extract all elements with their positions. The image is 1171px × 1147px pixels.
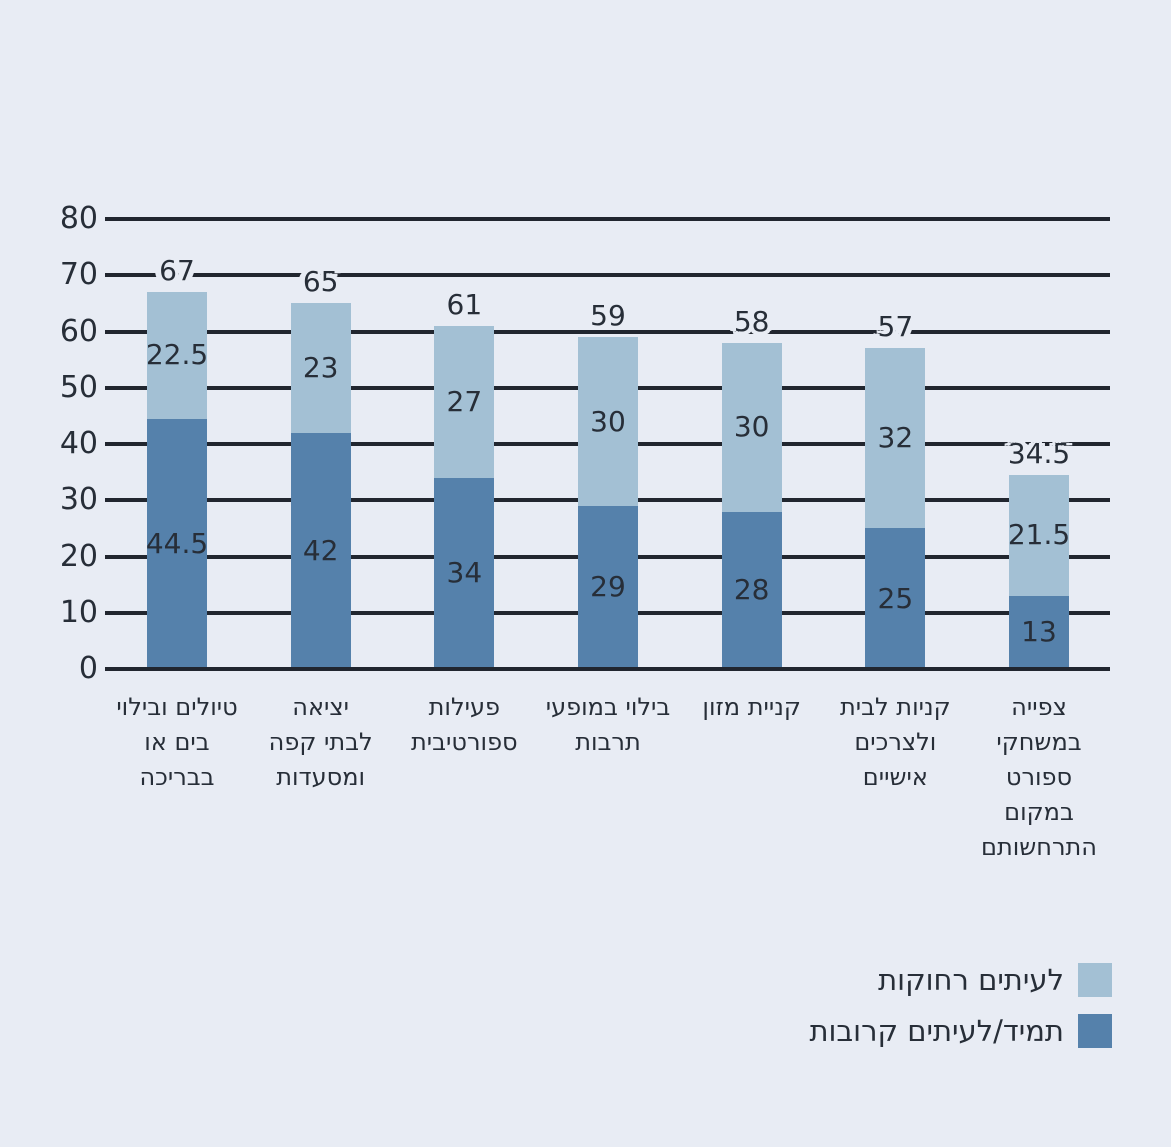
category-label: יציאה לבתי קפה ומסעדות [233,690,409,795]
category-label-line: פעילות [428,693,500,721]
bar-segment-rarely [1009,474,1069,596]
legend-swatch-always-often [1078,1014,1112,1048]
legend-item-rarely: לעיתים רחוקות [809,963,1112,997]
category-label: פעילות ספורטיבית [376,690,552,760]
category-label-line: ספורט [1005,763,1073,791]
category-label: קניית מזון [664,690,840,725]
bar-value-rarely: 32 [877,421,914,455]
category-label-line: קניות לבית [840,693,951,721]
category-label-line: במשחקי [996,728,1082,756]
bar-value-always-often: 29 [590,570,626,604]
category-label-line: ומסעדות [276,763,366,791]
category-label-line: צפייה [1011,693,1067,721]
bar-value-always-often: 28 [733,573,770,607]
bar-total-label: 65 [302,265,339,299]
gridline-y70 [105,273,1110,278]
y-axis-tick-label: 40 [59,426,98,461]
bar-value-always-often: 13 [1021,615,1057,649]
category-label-line: התרחשותם [981,833,1097,861]
y-axis-tick-label: 0 [78,651,98,686]
bar-segment-always-often [1009,595,1069,669]
bar-value-rarely: 22.5 [145,338,209,372]
legend: לעיתים רחוקות תמיד/לעיתים קרובות [809,963,1112,1048]
category-label-line: ולצרכים [854,728,937,756]
bar-segment-always-often [434,477,495,669]
bar-segment-rarely [434,325,495,478]
bar-value-rarely: 23 [302,351,339,385]
bar-segment-rarely [865,348,926,529]
y-axis-tick-label: 60 [59,313,98,349]
y-axis-tick-label: 30 [59,482,98,518]
bar-segment-rarely [147,292,207,419]
category-label: בילוי במופעי תרבות [520,690,696,760]
category-label-line: טיולים ובילוי [116,693,238,721]
bar-total-label: 58 [733,304,770,338]
legend-item-always-often: תמיד/לעיתים קרובות [809,1014,1112,1048]
gridline-y80 [105,217,1110,221]
category-label-line: בים או [144,728,210,756]
category-label-line: לבתי קפה [268,728,373,756]
y-axis-tick-label: 10 [59,594,98,630]
gridline-y0 [105,667,1110,671]
bar-value-always-often: 25 [877,581,914,615]
category-label-line: יציאה [292,693,349,721]
bar-segment-always-often [147,418,207,669]
category-label-line: בבריכה [139,763,215,791]
bar-segment-always-often [865,528,926,669]
bar-value-rarely: 30 [590,404,626,438]
legend-label-rarely: לעיתים רחוקות [878,963,1064,997]
bar-value-rarely: 30 [733,410,770,444]
category-label: טיולים ובילוי בים או בבריכה [89,690,265,795]
bar-total-label: 67 [159,254,195,288]
bar-total-label: 61 [446,287,483,321]
category-label-line: תרבות [575,728,641,756]
legend-label-always-often: תמיד/לעיתים קרובות [809,1014,1064,1048]
bar-segment-always-often [290,432,351,669]
gridline-y60 [105,329,1110,334]
category-label-line: קניית מזון [702,693,801,721]
bar-value-always-often: 44.5 [145,526,209,560]
category-label-line: ספורטיבית [411,728,518,756]
y-axis-tick-label: 50 [59,369,98,405]
bar-segment-always-often [721,511,782,669]
y-axis-tick-label: 80 [59,201,98,236]
category-label-line: אישיים [862,763,928,791]
category-label: קניות לבית ולצרכים אישיים [807,690,983,795]
bar-value-rarely: 27 [446,384,483,418]
bar-value-always-often: 42 [302,533,339,567]
bar-segment-rarely [721,342,782,512]
bar-segment-rarely [290,303,351,433]
bar-segment-always-often [578,505,638,669]
y-axis-tick-label: 20 [59,538,98,574]
category-label: צפייה במשחקי ספורט במקום התרחשותם [951,690,1127,865]
bar-total-label: 34.5 [1007,436,1071,470]
category-label-line: במקום [1004,798,1074,826]
bar-value-always-often: 34 [446,556,483,590]
bar-total-label: 59 [590,299,626,333]
legend-swatch-rarely [1078,963,1112,997]
y-axis-tick-label: 70 [59,257,98,293]
bar-segment-rarely [578,337,638,506]
bar-value-rarely: 21.5 [1007,518,1071,552]
bar-total-label: 57 [877,310,914,344]
category-label-line: בילוי במופעי [545,693,671,721]
